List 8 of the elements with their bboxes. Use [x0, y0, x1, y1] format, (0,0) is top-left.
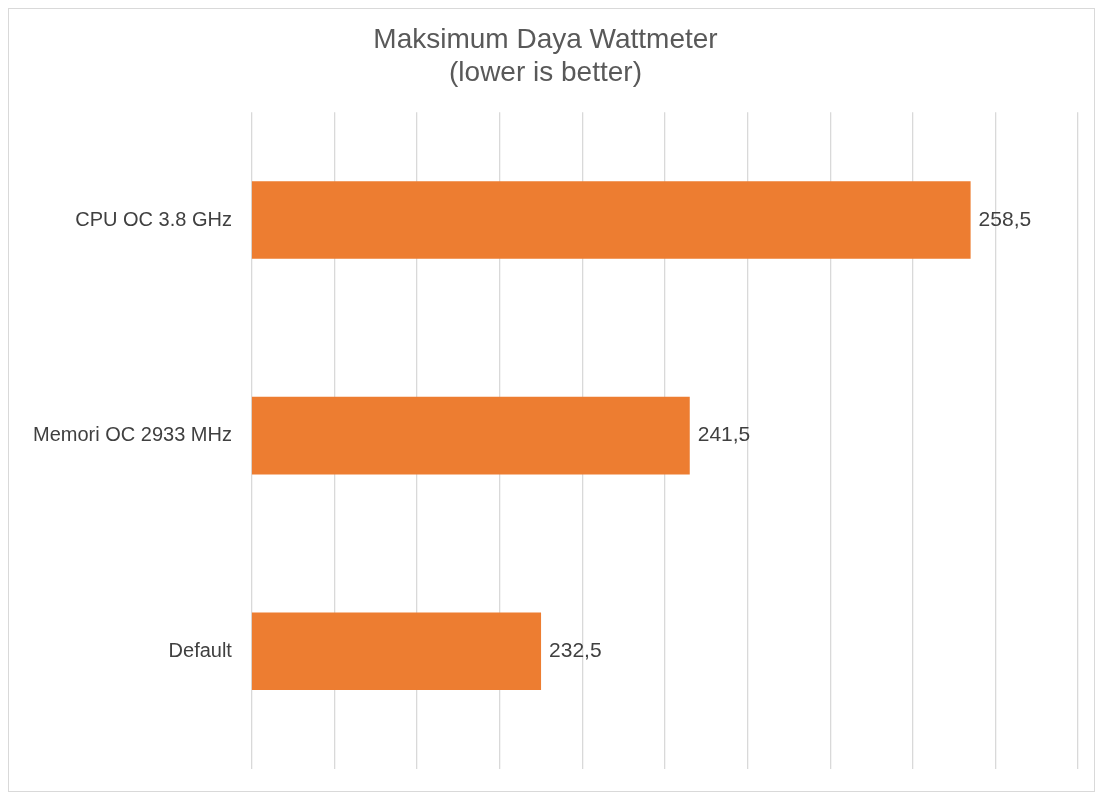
text: (lower is better) — [449, 56, 642, 88]
y-tick-label: CPU OC 3.8 GHz — [75, 207, 232, 230]
text: Maksimum Daya Wattmeter — [373, 22, 718, 54]
y-tick-label: Memori OC 2933 MHz — [33, 423, 232, 446]
data-label: 258,5 — [978, 206, 1032, 230]
data-label: 241,5 — [697, 422, 751, 446]
y-tick-label: Default — [168, 638, 233, 661]
data-label: 232,5 — [549, 638, 602, 661]
